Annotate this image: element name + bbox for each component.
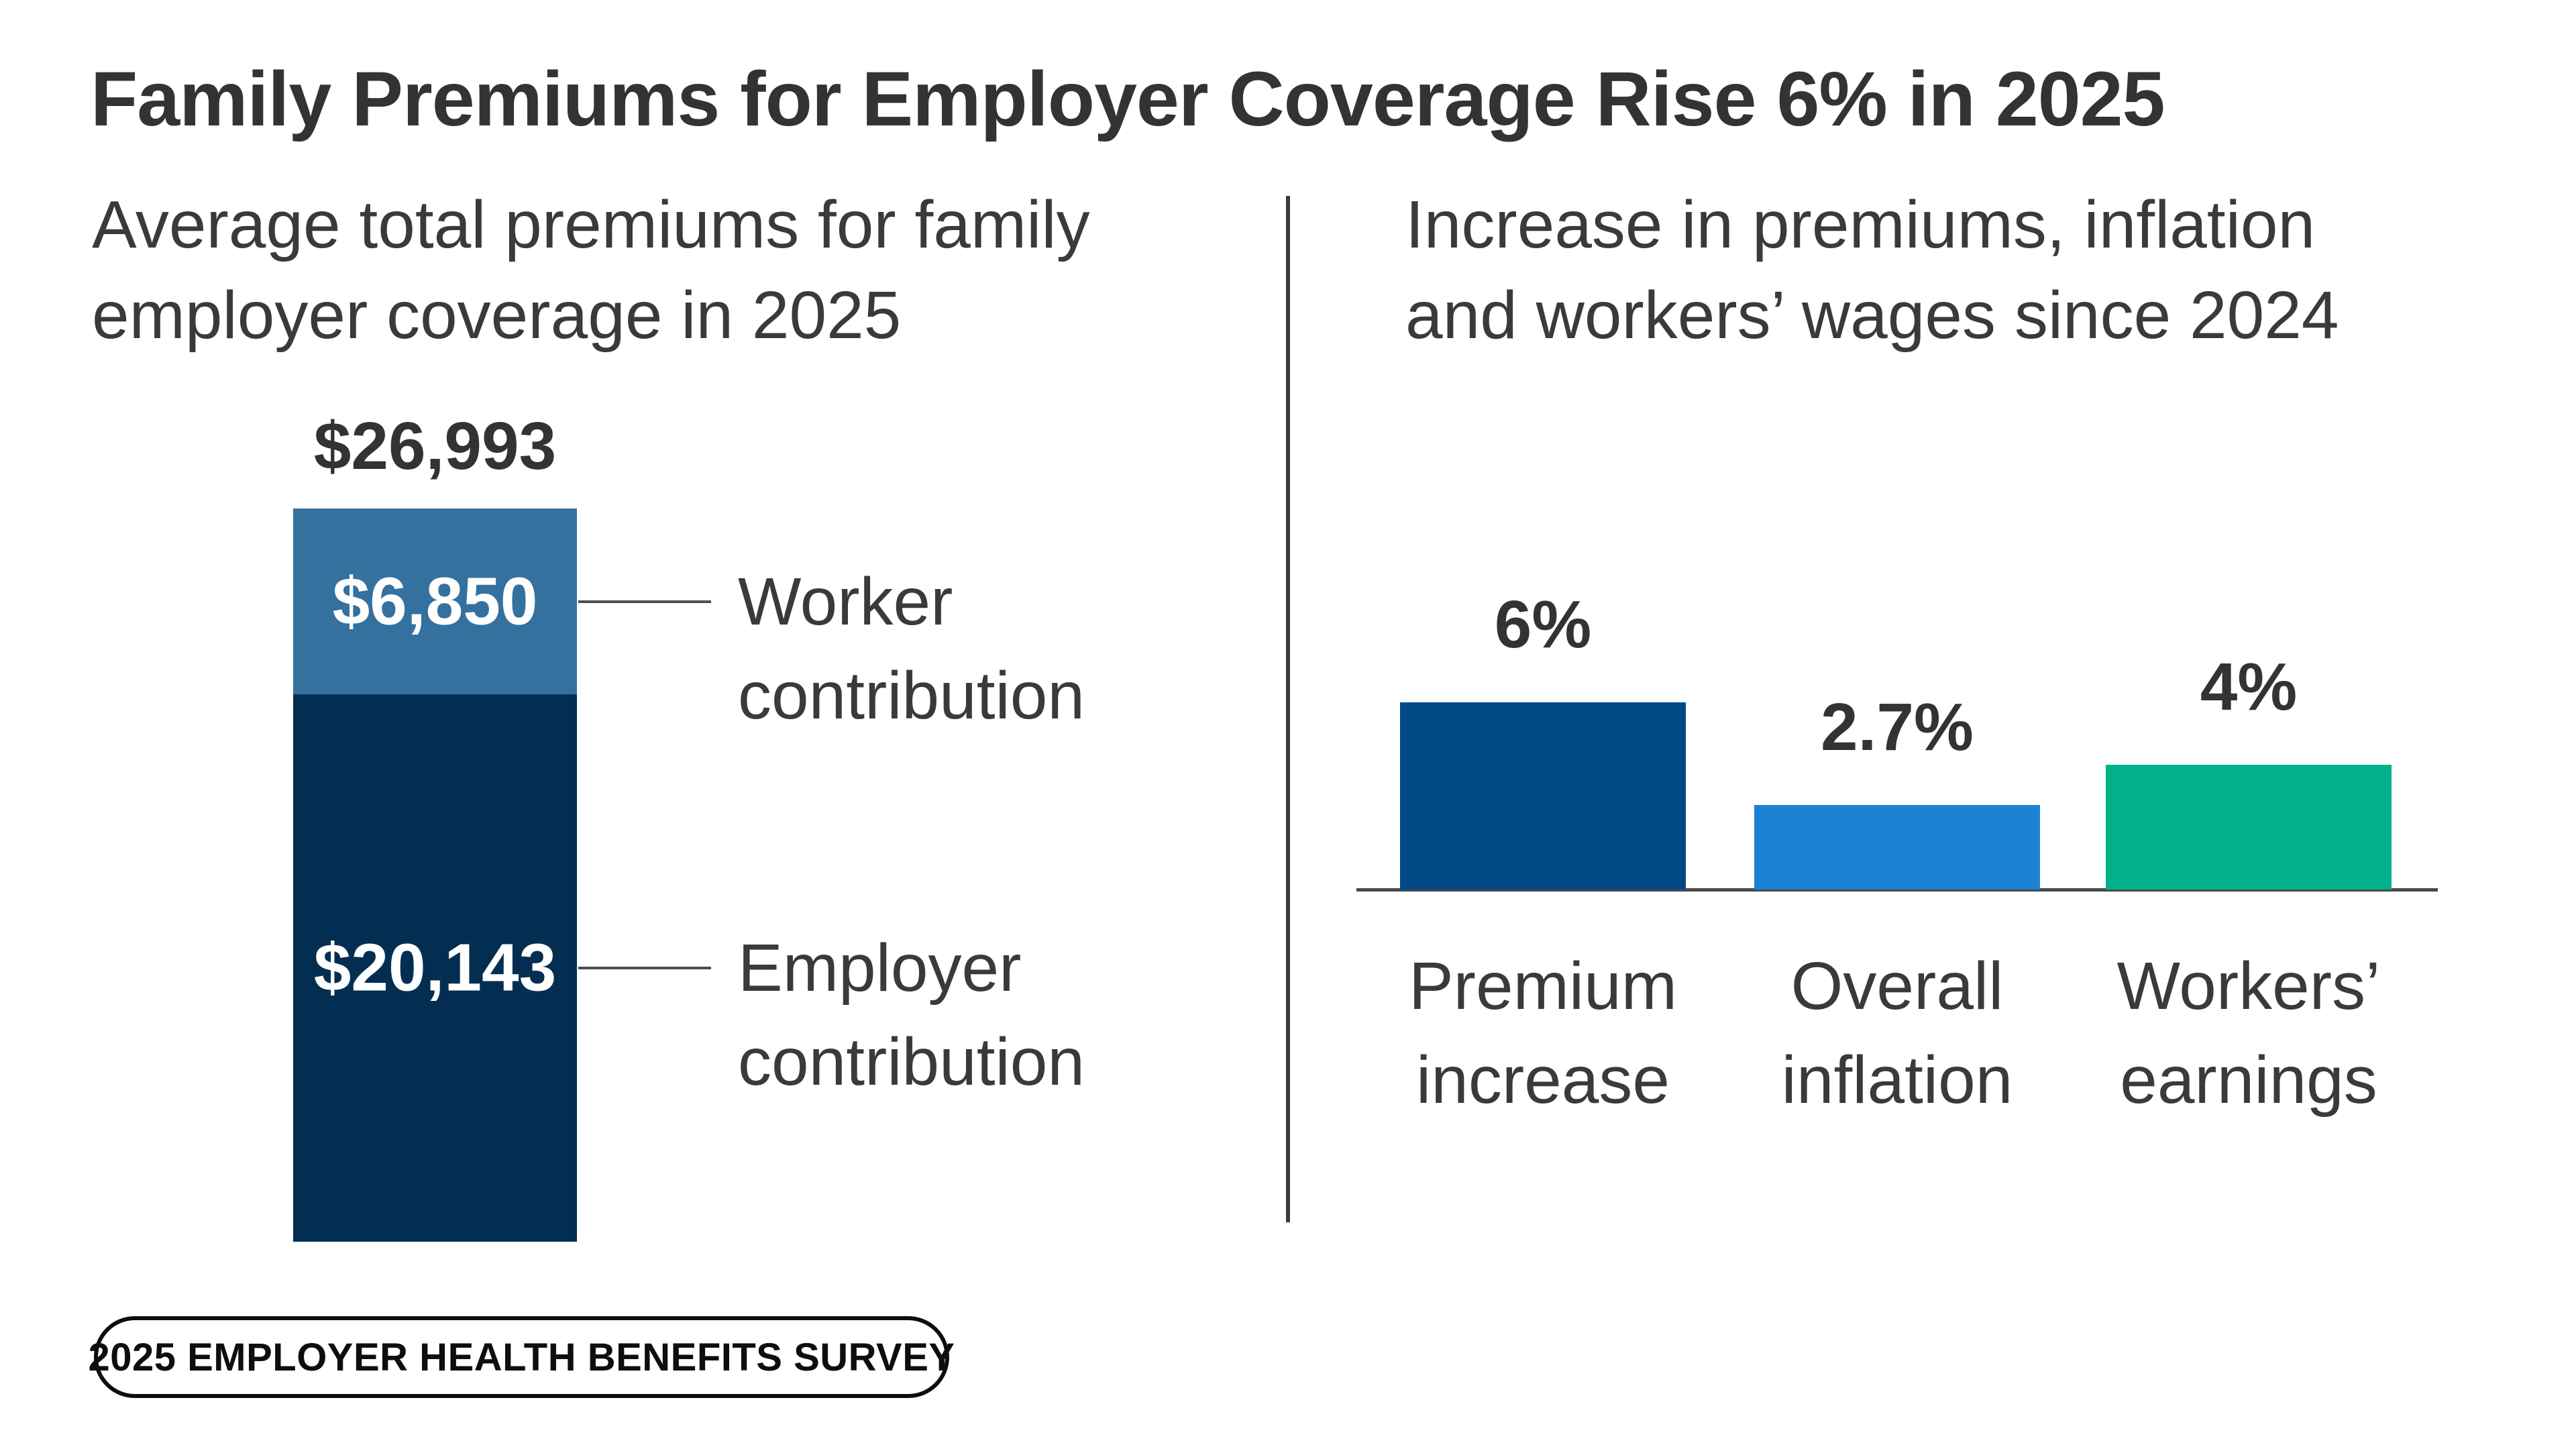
x-axis-line <box>1356 888 2438 892</box>
panel-divider-line <box>1286 196 1290 1222</box>
left-chart-subtitle: Average total premiums for family employ… <box>92 187 1090 353</box>
worker-contribution-value-label: $6,850 <box>332 564 538 639</box>
workers-earnings-category-label: Workers’ earnings <box>2116 949 2381 1118</box>
premium-increase-category-label: Premium increase <box>1408 949 1678 1118</box>
employer-contribution-segment: $20,143 <box>293 694 577 1242</box>
employer-contribution-value-label: $20,143 <box>313 930 557 1006</box>
employer-contribution-label: Employer contribution <box>738 930 1085 1100</box>
workers-earnings-bar <box>2106 765 2392 890</box>
stacked-premium-bar: $6,850 $20,143 <box>293 508 577 1242</box>
worker-contribution-segment: $6,850 <box>293 508 577 695</box>
page-title: Family Premiums for Employer Coverage Ri… <box>91 56 2165 142</box>
worker-contribution-connector-line <box>578 600 711 603</box>
right-chart-subtitle: Increase in premiums, inflation and work… <box>1405 187 2339 353</box>
overall-inflation-bar <box>1754 805 2040 890</box>
survey-source-badge: 2025 EMPLOYER HEALTH BENEFITS SURVEY <box>88 1316 955 1398</box>
total-premium-label: $26,993 <box>313 409 557 484</box>
overall-inflation-value-label: 2.7% <box>1821 690 1974 765</box>
premium-increase-bar <box>1400 702 1686 890</box>
premium-increase-value-label: 6% <box>1494 587 1592 662</box>
workers-earnings-value-label: 4% <box>2200 649 2298 724</box>
worker-contribution-label: Worker contribution <box>738 564 1085 733</box>
employer-contribution-connector-line <box>578 967 711 970</box>
overall-inflation-category-label: Overall inflation <box>1781 949 2013 1118</box>
